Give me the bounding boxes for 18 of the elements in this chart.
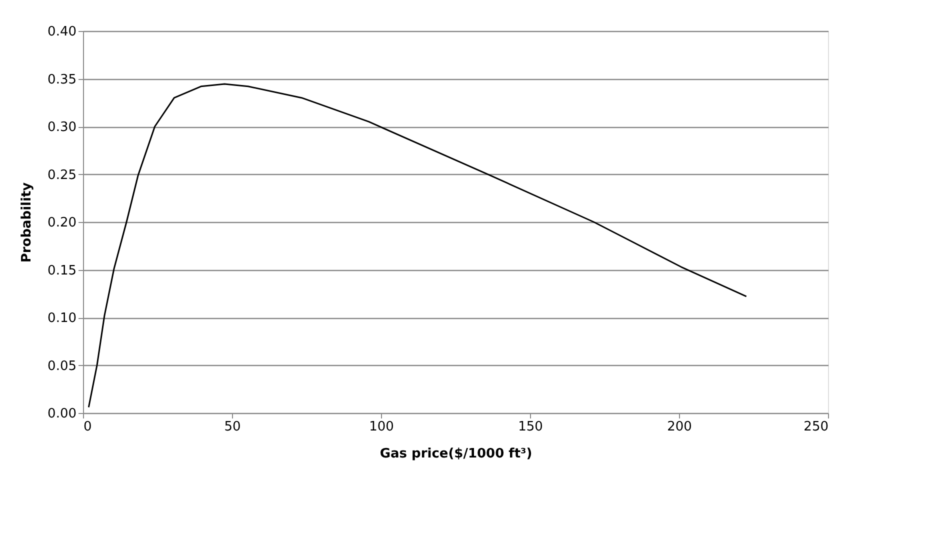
y-axis-title: Probability	[20, 182, 35, 263]
line-series	[88, 83, 748, 408]
y-tick-label: 0.15	[48, 263, 76, 278]
y-tick-label: 0.05	[48, 358, 76, 374]
x-tick-label: 200	[667, 420, 692, 434]
y-tick-label: 0.10	[48, 311, 76, 326]
y-tick-label: 0.25	[48, 168, 76, 183]
x-tick-label: 50	[224, 420, 241, 434]
y-tick-label: 0.00	[48, 406, 76, 422]
y-tick-label: 0.30	[48, 120, 76, 135]
x-tick-label: 0	[84, 420, 92, 434]
x-tick-label: 100	[369, 420, 394, 434]
x-axis-title: Gas price($/1000 ft³)	[380, 446, 532, 462]
x-tick-label: 250	[804, 420, 828, 434]
y-tick-label: 0.40	[48, 24, 76, 40]
y-tick-label: 0.20	[48, 216, 76, 230]
x-tick-label: 150	[518, 420, 543, 434]
y-tick-label: 0.35	[48, 72, 76, 88]
